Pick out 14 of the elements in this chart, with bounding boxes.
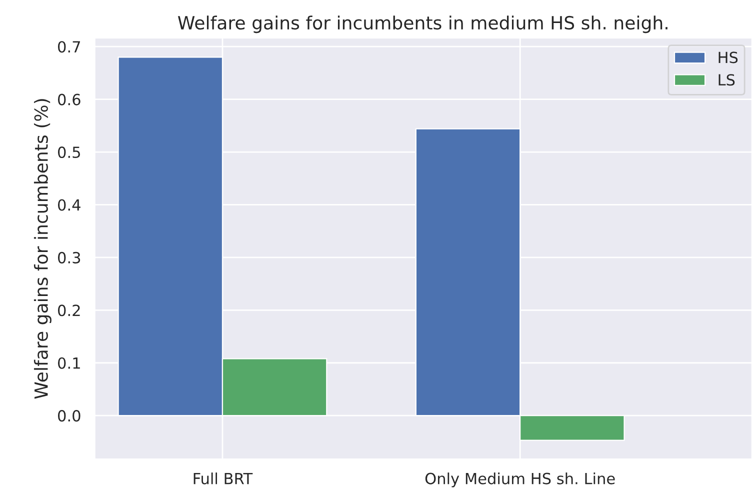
x-tick-label: Full BRT bbox=[194, 472, 253, 484]
legend-label: HS bbox=[718, 52, 738, 64]
y-axis-title: Welfare gains for incumbents (%) bbox=[34, 99, 52, 399]
y-tick-label: 0.7 bbox=[58, 41, 80, 53]
y-tick-label: 0.6 bbox=[58, 94, 80, 106]
x-tick-label: Only Medium HS sh. Line bbox=[425, 472, 615, 488]
y-tick-label: 0.0 bbox=[58, 410, 80, 422]
chart-title: Welfare gains for incumbents in medium HS sh. neigh. bbox=[178, 16, 668, 34]
y-tick-label: 0.2 bbox=[58, 304, 80, 316]
y-tick-label: 0.4 bbox=[58, 199, 80, 211]
y-tick-label: 0.1 bbox=[58, 357, 80, 369]
y-tick-label: 0.5 bbox=[58, 146, 80, 158]
y-tick-label: 0.3 bbox=[58, 252, 80, 264]
legend-label: LS bbox=[718, 74, 735, 86]
